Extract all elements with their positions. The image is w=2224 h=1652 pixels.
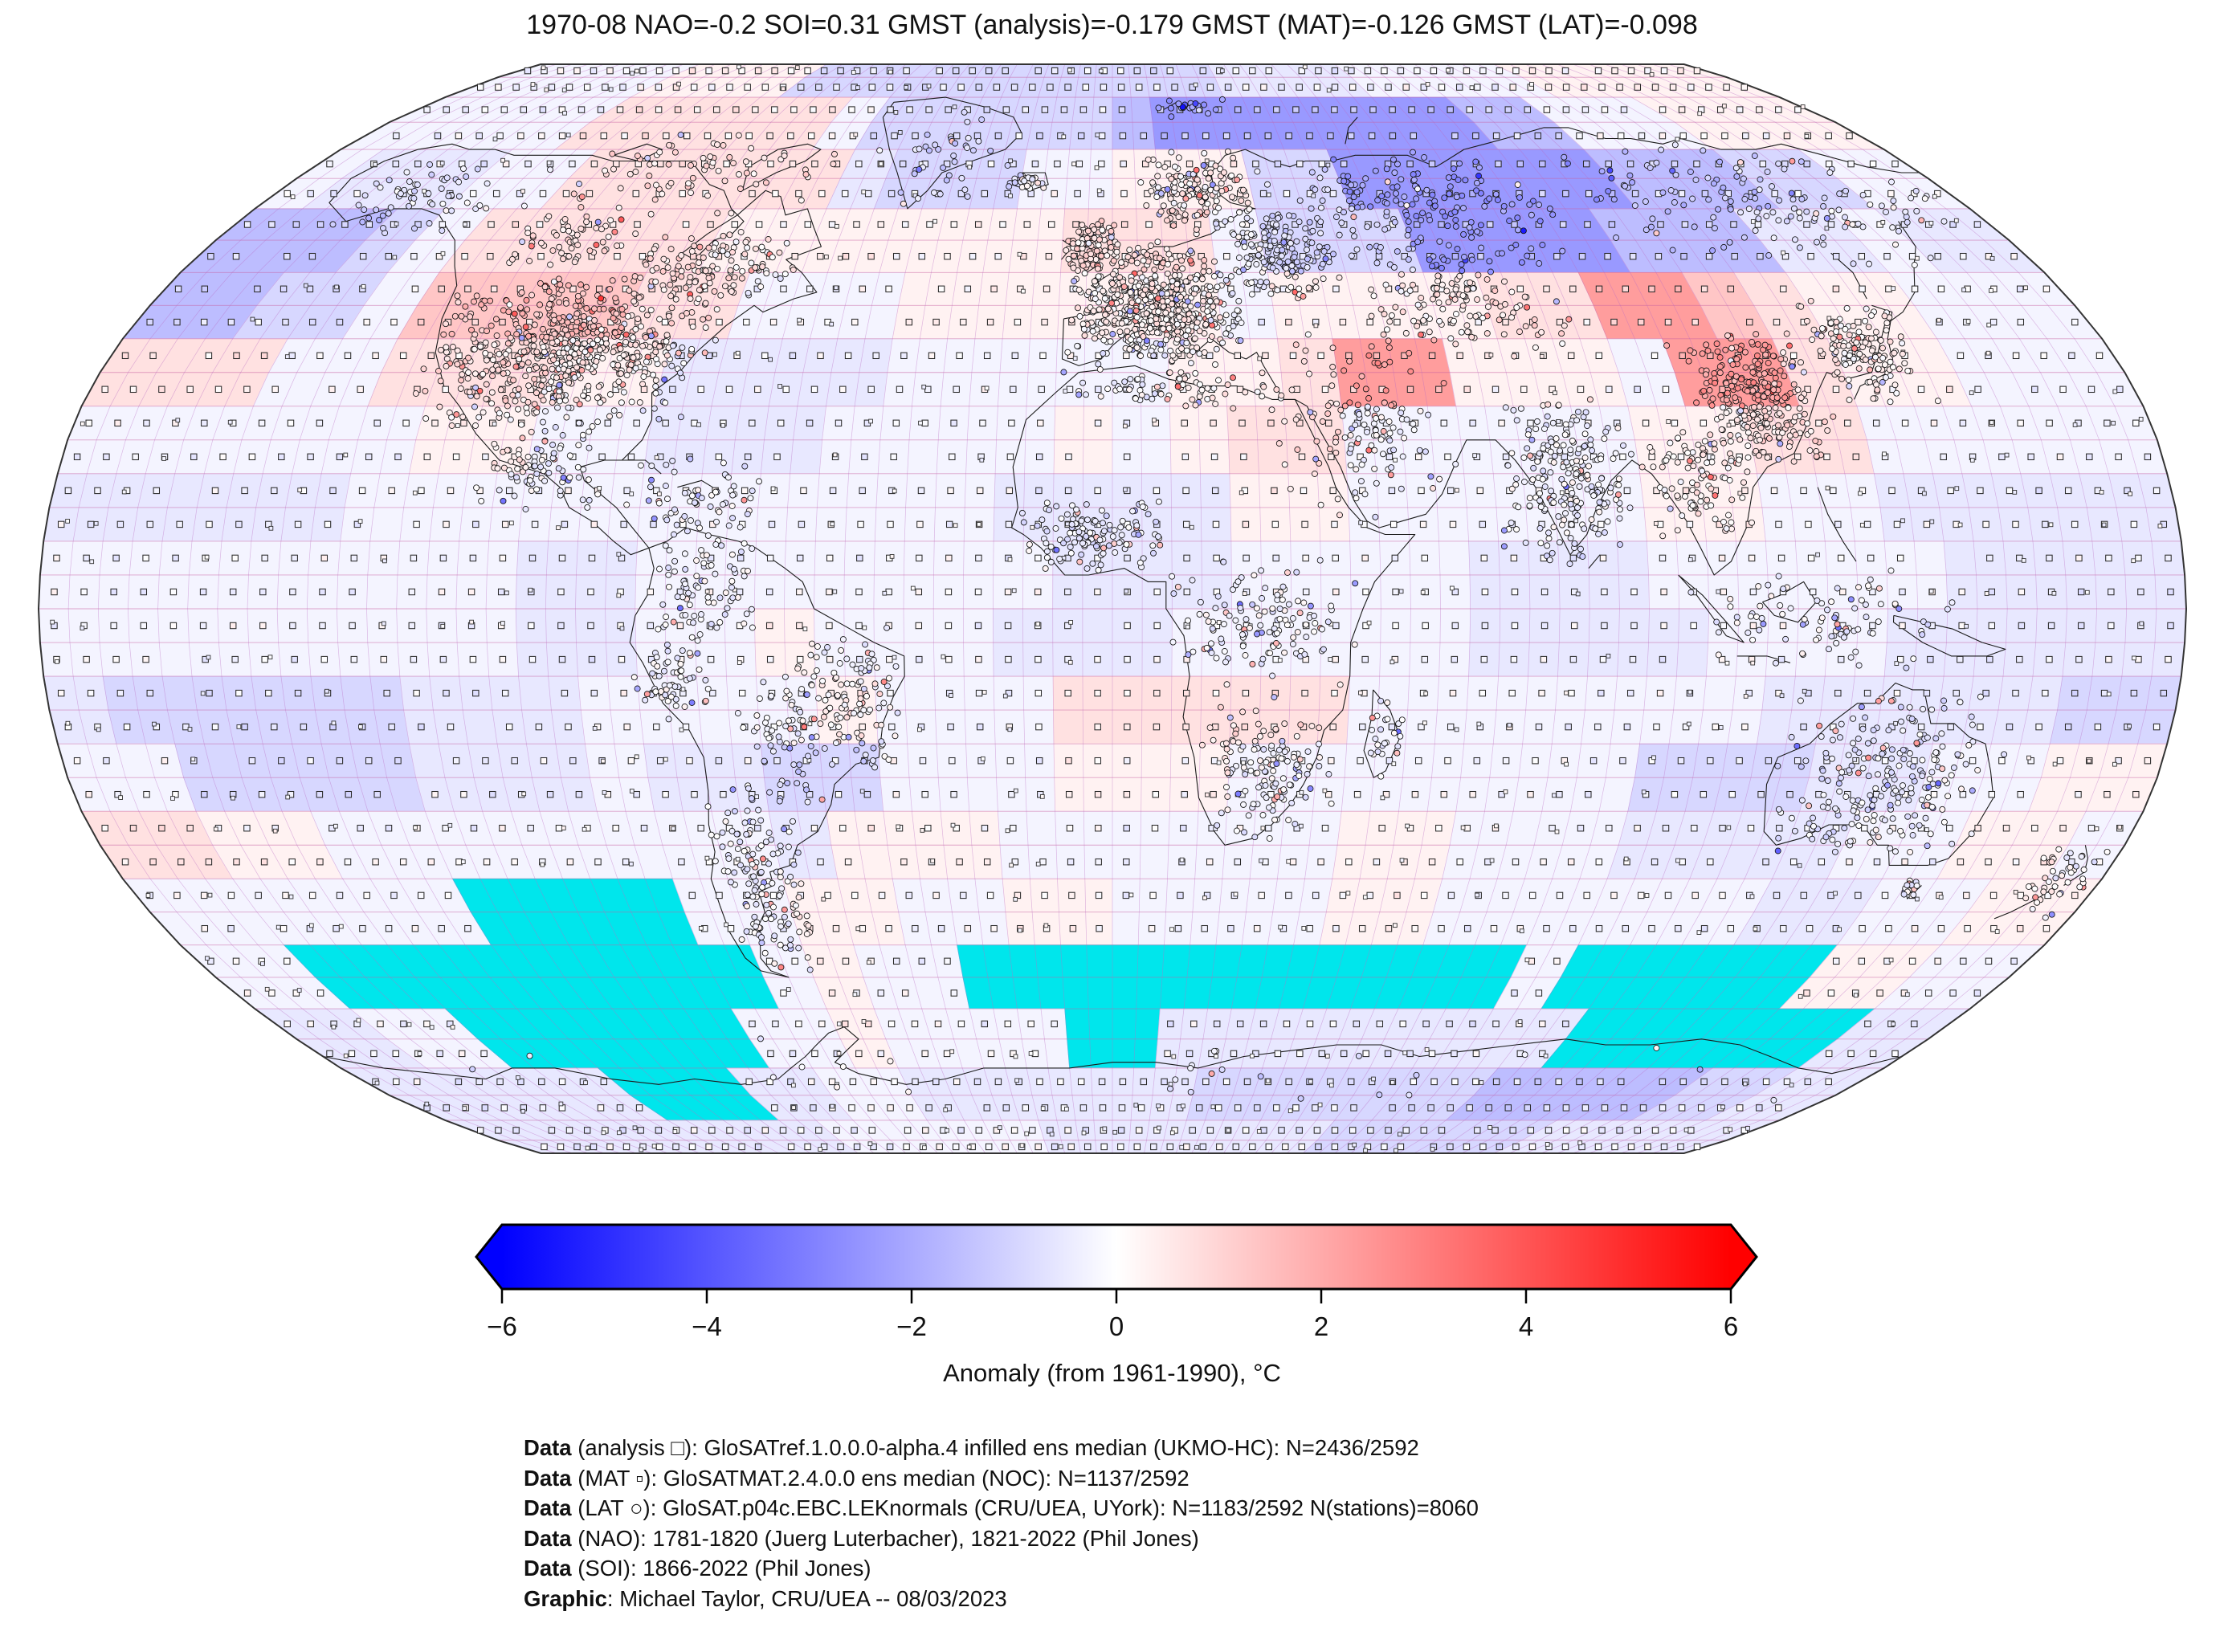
colorbar-label: Anomaly (from 1961-1990), °C [943,1359,1281,1387]
colorbar-tick-label: 2 [1314,1311,1328,1341]
colorbar-tick-label: −4 [692,1311,722,1341]
station-circle-markers [329,96,2111,1103]
colorbar-tick-label: 6 [1724,1311,1738,1341]
caption-line: Data (NAO): 1781-1820 (Juerg Luterbacher… [524,1525,1199,1551]
colorbar-bar: −6 −4 −2 0 2 4 6 [475,1223,1758,1341]
colorbar-tick-label: −2 [896,1311,927,1341]
colorbar-tick-label: 0 [1109,1311,1124,1341]
caption-line: Data (MAT ▫): GloSATMAT.2.4.0.0 ens medi… [524,1465,1190,1491]
map-outline [37,63,2188,1154]
colorbar: −6 −4 −2 0 2 4 6 [475,1223,1758,1341]
colorbar-tick-label: −6 [487,1311,517,1341]
caption-line: Data (SOI): 1866-2022 (Phil Jones) [524,1556,871,1581]
caption-line: Graphic: Michael Taylor, CRU/UEA -- 08/0… [524,1585,1007,1611]
colorbar-tick-label: 4 [1519,1311,1533,1341]
caption-block: Data (analysis □): GloSATref.1.0.0.0-alp… [524,1433,1479,1613]
caption-line: Data (analysis □): GloSATref.1.0.0.0-alp… [524,1435,1419,1460]
world-map [37,63,2188,1154]
caption-line: Data (LAT ○): GloSAT.p04c.EBC.LEKnormals… [524,1495,1479,1520]
mat-square-markers [50,64,2163,1153]
figure-title: 1970-08 NAO=-0.2 SOI=0.31 GMST (analysis… [526,10,1698,40]
